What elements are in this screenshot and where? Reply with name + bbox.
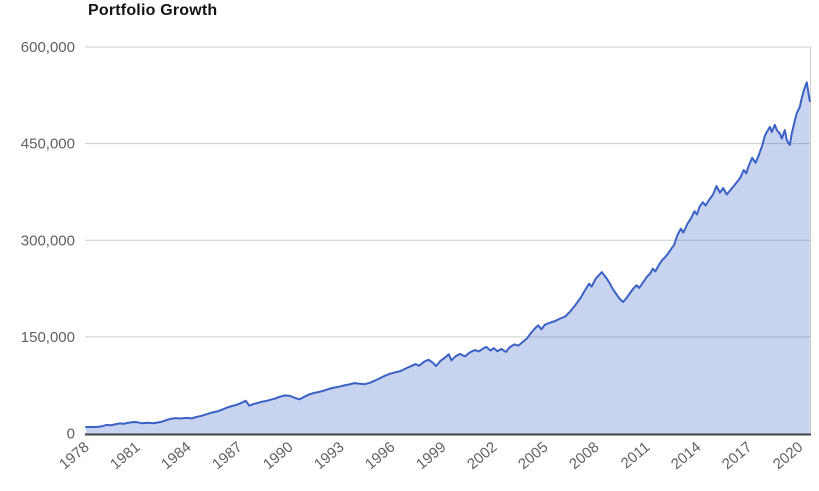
x-axis-tick-label: 2008 [566,439,602,473]
x-axis-tick-label: 1978 [56,439,92,473]
y-axis-tick-label: 600,000 [21,39,75,56]
x-axis-tick-label: 1984 [158,439,194,473]
x-axis-tick-label: 2011 [618,439,654,473]
y-axis-tick-label: 450,000 [21,136,75,153]
series-line [85,81,811,429]
series-area-fill [86,82,810,434]
x-axis-tick-label: 2017 [719,439,755,473]
x-axis-tick-label: 1981 [107,439,143,473]
x-axis-tick-label: 2014 [668,439,704,473]
chart-title: Portfolio Growth [88,2,218,19]
y-axis-tick-label: 0 [67,426,75,443]
x-axis-tick-label: 2002 [464,439,500,473]
x-axis-tick-label: 1993 [311,439,347,473]
x-axis-tick-label: 1999 [413,439,449,473]
y-axis-tick-label: 300,000 [21,232,75,249]
x-axis-tick-label: 2005 [515,439,551,473]
y-axis-tick-label: 150,000 [21,329,75,346]
x-axis-tick-label: 2020 [770,439,806,473]
x-axis-tick-label: 1996 [362,439,398,473]
x-axis-tick-label: 1990 [260,439,296,473]
x-axis-tick-label: 1987 [209,439,245,473]
